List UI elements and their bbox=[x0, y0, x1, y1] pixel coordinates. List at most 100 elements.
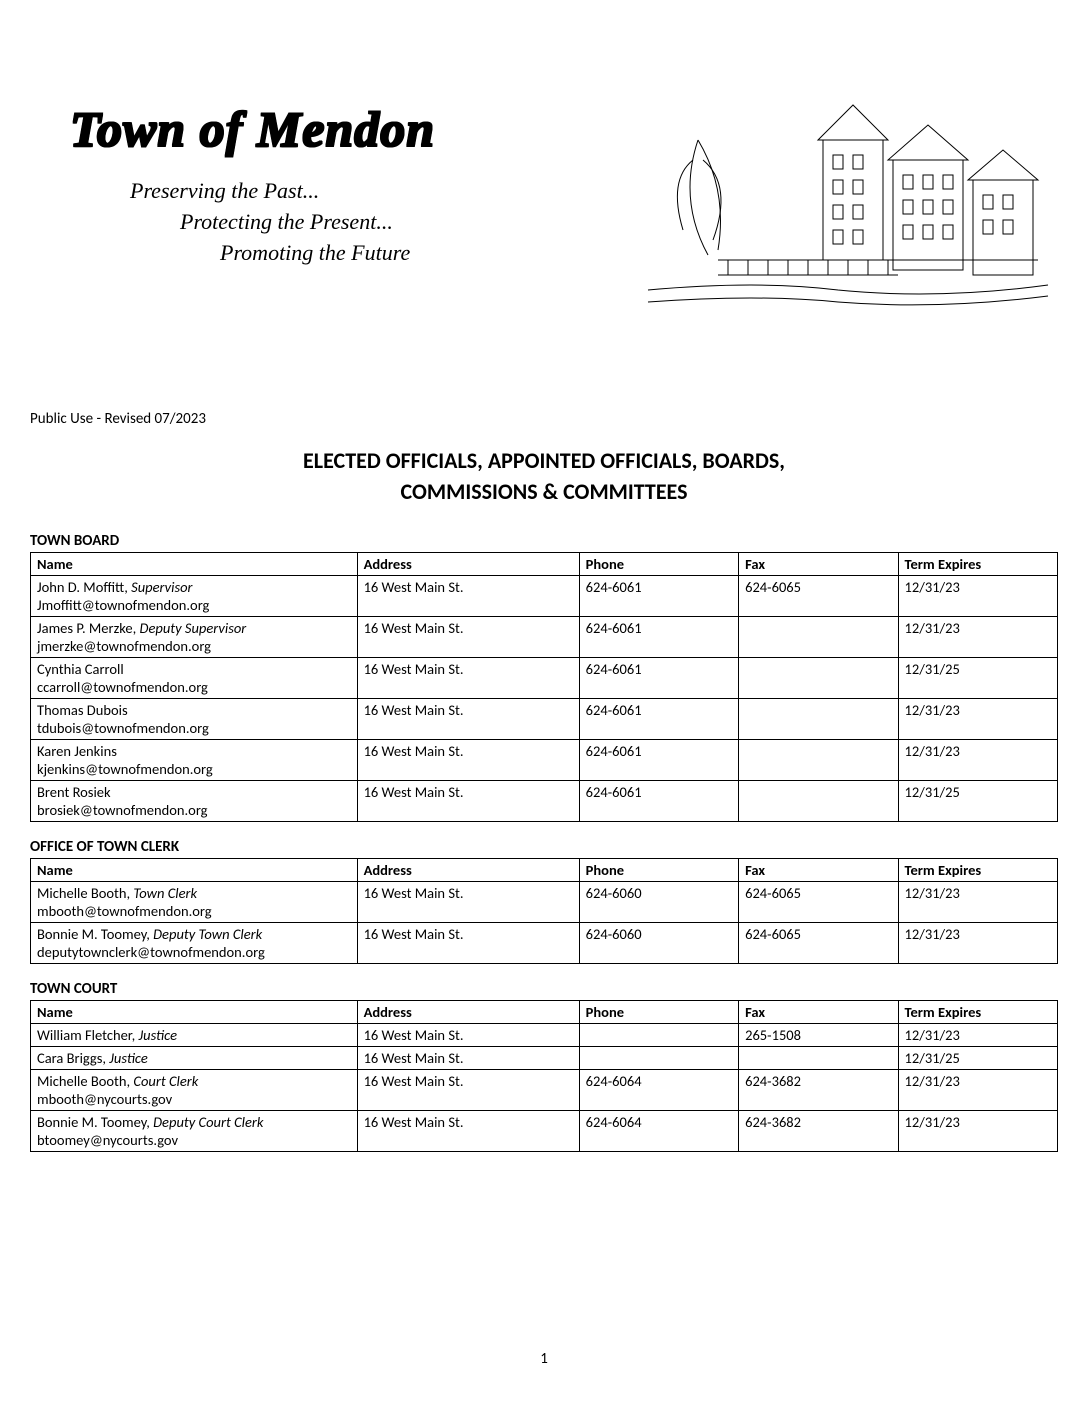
cell-term-expires: 12/31/25 bbox=[898, 657, 1057, 698]
table-row: Karen Jenkinskjenkins@townofmendon.org16… bbox=[31, 739, 1058, 780]
cell-address: 16 West Main St. bbox=[357, 575, 579, 616]
document-title-line-2: COMMISSIONS & COMMITTEES bbox=[30, 477, 1058, 508]
cell-address: 16 West Main St. bbox=[357, 1046, 579, 1069]
cell-name: Thomas Duboistdubois@townofmendon.org bbox=[31, 698, 358, 739]
cell-term-expires: 12/31/25 bbox=[898, 780, 1057, 821]
cell-phone: 624-6061 bbox=[579, 616, 738, 657]
cell-phone: 624-6061 bbox=[579, 739, 738, 780]
person-email: kjenkins@townofmendon.org bbox=[37, 760, 351, 778]
cell-fax: 624-6065 bbox=[739, 881, 898, 922]
person-name: Cara Briggs, Justice bbox=[37, 1049, 351, 1067]
person-name: John D. Moffitt, Supervisor bbox=[37, 578, 351, 596]
cell-address: 16 West Main St. bbox=[357, 739, 579, 780]
col-header-term: Term Expires bbox=[898, 858, 1057, 881]
table-row: Michelle Booth, Court Clerkmbooth@nycour… bbox=[31, 1069, 1058, 1110]
col-header-name: Name bbox=[31, 552, 358, 575]
cell-name: Bonnie M. Toomey, Deputy Town Clerkdeput… bbox=[31, 922, 358, 963]
person-role: Court Clerk bbox=[133, 1072, 198, 1090]
person-name: Karen Jenkins bbox=[37, 742, 351, 760]
cell-fax bbox=[739, 698, 898, 739]
table-row: Cara Briggs, Justice 16 West Main St. 12/3… bbox=[31, 1046, 1058, 1069]
cell-phone: 624-6061 bbox=[579, 575, 738, 616]
table-town-court: NameAddressPhoneFaxTerm ExpiresWilliam F… bbox=[30, 1000, 1058, 1152]
person-name: Cynthia Carroll bbox=[37, 660, 351, 678]
cell-address: 16 West Main St. bbox=[357, 657, 579, 698]
cell-fax bbox=[739, 657, 898, 698]
table-town-clerk: NameAddressPhoneFaxTerm Expires Michelle … bbox=[30, 858, 1058, 964]
tagline-line-2: Protecting the Present... bbox=[180, 207, 608, 238]
section-label-town-clerk: OFFICE OF TOWN CLERK bbox=[30, 838, 1058, 856]
section-label-town-board: TOWN BOARD bbox=[30, 532, 1058, 550]
cell-name: James P. Merzke, Deputy Supervisorjmerzk… bbox=[31, 616, 358, 657]
cell-name: Michelle Booth, Court Clerkmbooth@nycour… bbox=[31, 1069, 358, 1110]
cell-name: William Fletcher, Justice bbox=[31, 1023, 358, 1046]
col-header-fax: Fax bbox=[739, 858, 898, 881]
cell-fax bbox=[739, 616, 898, 657]
table-row: Brent Rosiekbrosiek@townofmendon.org16 W… bbox=[31, 780, 1058, 821]
tagline-line-3: Promoting the Future bbox=[220, 238, 608, 269]
cell-fax: 624-3682 bbox=[739, 1110, 898, 1151]
col-header-address: Address bbox=[357, 1000, 579, 1023]
person-role: Town Clerk bbox=[133, 884, 197, 902]
cell-name: Brent Rosiekbrosiek@townofmendon.org bbox=[31, 780, 358, 821]
person-role: Deputy Town Clerk bbox=[153, 925, 262, 943]
table-row: Bonnie M. Toomey, Deputy Court Clerkbtoo… bbox=[31, 1110, 1058, 1151]
cell-name: Bonnie M. Toomey, Deputy Court Clerkbtoo… bbox=[31, 1110, 358, 1151]
col-header-name: Name bbox=[31, 858, 358, 881]
cell-term-expires: 12/31/23 bbox=[898, 698, 1057, 739]
person-name: Bonnie M. Toomey, Deputy Court Clerk bbox=[37, 1113, 351, 1131]
header: Town of Mendon Preserving the Past... Pr… bbox=[30, 80, 1058, 340]
person-email: mbooth@townofmendon.org bbox=[37, 902, 351, 920]
table-row: John D. Moffitt, SupervisorJmoffitt@town… bbox=[31, 575, 1058, 616]
cell-fax: 624-6065 bbox=[739, 922, 898, 963]
person-email: brosiek@townofmendon.org bbox=[37, 801, 351, 819]
document-page: Town of Mendon Preserving the Past... Pr… bbox=[0, 0, 1088, 1408]
table-row: William Fletcher, Justice16 West Main St… bbox=[31, 1023, 1058, 1046]
col-header-address: Address bbox=[357, 858, 579, 881]
cell-term-expires: 12/31/23 bbox=[898, 616, 1057, 657]
person-name: Thomas Dubois bbox=[37, 701, 351, 719]
cell-address: 16 West Main St. bbox=[357, 780, 579, 821]
col-header-phone: Phone bbox=[579, 552, 738, 575]
section-label-town-court: TOWN COURT bbox=[30, 980, 1058, 998]
cell-phone: 624-6064 bbox=[579, 1069, 738, 1110]
table-town-board: NameAddressPhoneFaxTerm ExpiresJohn D. M… bbox=[30, 552, 1058, 822]
cell-name: John D. Moffitt, SupervisorJmoffitt@town… bbox=[31, 575, 358, 616]
cell-phone: 624-6064 bbox=[579, 1110, 738, 1151]
cell-name: Michelle Booth, Town Clerkmbooth@townofm… bbox=[31, 881, 358, 922]
cell-name: Cara Briggs, Justice bbox=[31, 1046, 358, 1069]
cell-fax bbox=[739, 739, 898, 780]
mill-illustration bbox=[638, 80, 1058, 340]
cell-phone: 624-6061 bbox=[579, 780, 738, 821]
cell-phone: 624-6061 bbox=[579, 698, 738, 739]
cell-fax: 265-1508 bbox=[739, 1023, 898, 1046]
cell-fax bbox=[739, 1046, 898, 1069]
cell-term-expires: 12/31/23 bbox=[898, 739, 1057, 780]
table-row: Thomas Duboistdubois@townofmendon.org16 … bbox=[31, 698, 1058, 739]
cell-address: 16 West Main St. bbox=[357, 1069, 579, 1110]
cell-term-expires: 12/31/23 bbox=[898, 575, 1057, 616]
cell-phone: 624-6060 bbox=[579, 881, 738, 922]
person-email: mbooth@nycourts.gov bbox=[37, 1090, 351, 1108]
cell-phone bbox=[579, 1023, 738, 1046]
cell-term-expires: 12/31/25 bbox=[898, 1046, 1057, 1069]
col-header-fax: Fax bbox=[739, 552, 898, 575]
cell-name: Karen Jenkinskjenkins@townofmendon.org bbox=[31, 739, 358, 780]
cell-phone: 624-6061 bbox=[579, 657, 738, 698]
page-number: 1 bbox=[0, 1350, 1088, 1368]
person-email: tdubois@townofmendon.org bbox=[37, 719, 351, 737]
person-name: Michelle Booth, Town Clerk bbox=[37, 884, 351, 902]
cell-address: 16 West Main St. bbox=[357, 1023, 579, 1046]
person-role: Justice bbox=[139, 1026, 178, 1044]
document-title: ELECTED OFFICIALS, APPOINTED OFFICIALS, … bbox=[30, 446, 1058, 508]
table-row: Michelle Booth, Town Clerkmbooth@townofm… bbox=[31, 881, 1058, 922]
cell-address: 16 West Main St. bbox=[357, 616, 579, 657]
person-role: Deputy Court Clerk bbox=[153, 1113, 263, 1131]
col-header-term: Term Expires bbox=[898, 1000, 1057, 1023]
cell-phone bbox=[579, 1046, 738, 1069]
col-header-phone: Phone bbox=[579, 858, 738, 881]
table-row: Cynthia Carrollccarroll@townofmendon.org… bbox=[31, 657, 1058, 698]
col-header-term: Term Expires bbox=[898, 552, 1057, 575]
col-header-phone: Phone bbox=[579, 1000, 738, 1023]
cell-phone: 624-6060 bbox=[579, 922, 738, 963]
